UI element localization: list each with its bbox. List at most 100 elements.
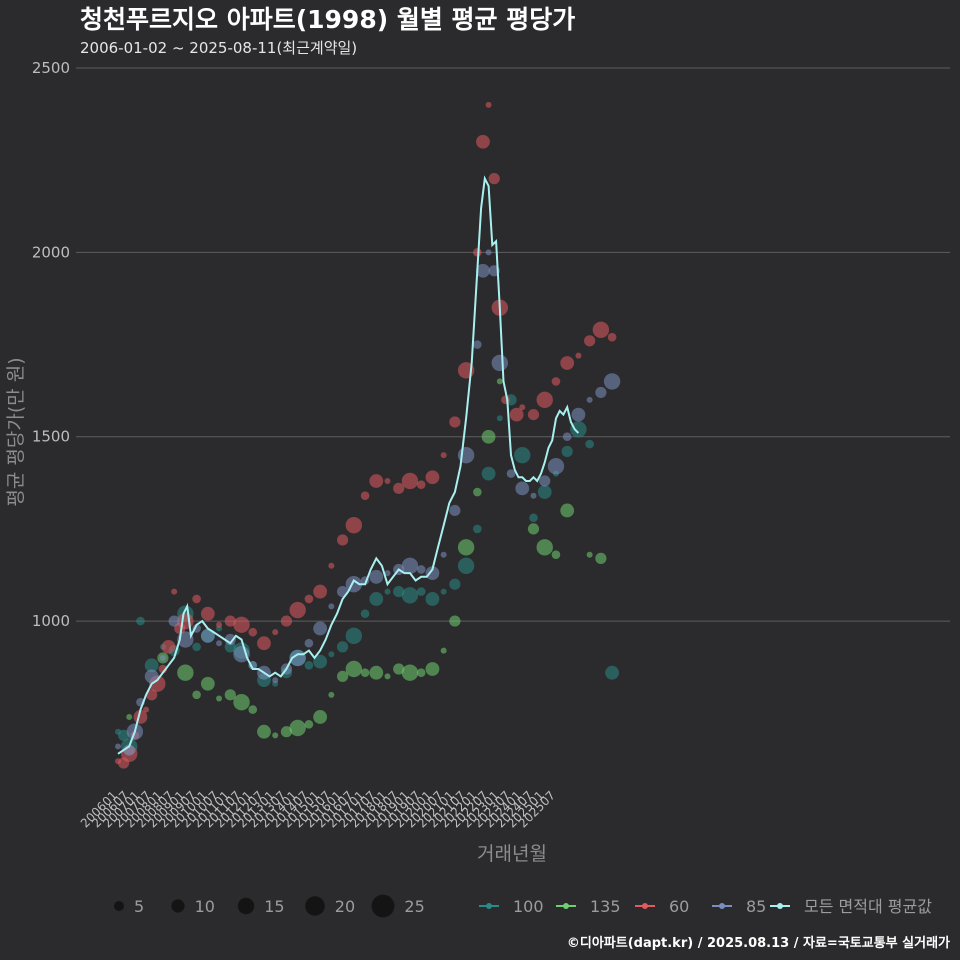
point-85 xyxy=(313,621,328,636)
point-60 xyxy=(171,588,178,595)
point-100 xyxy=(570,421,587,438)
average-line-layer xyxy=(117,175,580,755)
point-60 xyxy=(519,404,526,411)
point-85 xyxy=(530,492,537,499)
point-135 xyxy=(200,676,215,691)
point-85 xyxy=(272,677,279,684)
point-60 xyxy=(336,534,349,546)
point-60 xyxy=(161,639,176,654)
point-135 xyxy=(216,695,223,702)
point-60 xyxy=(592,321,610,338)
point-60 xyxy=(551,377,561,386)
point-85 xyxy=(159,654,166,661)
point-135 xyxy=(280,726,293,738)
point-60 xyxy=(449,416,461,428)
point-135 xyxy=(177,664,194,681)
point-60 xyxy=(575,352,582,359)
point-100 xyxy=(481,466,496,481)
point-135 xyxy=(551,550,561,560)
point-135 xyxy=(527,523,540,535)
point-85 xyxy=(369,569,384,584)
points-layer xyxy=(115,101,621,769)
y-tick-label: 2500 xyxy=(32,59,70,77)
point-85 xyxy=(539,475,551,487)
point-100 xyxy=(192,642,201,652)
point-85 xyxy=(562,432,572,442)
point-60 xyxy=(200,606,215,621)
point-60 xyxy=(360,491,370,501)
size-legend-dot xyxy=(305,896,325,916)
point-85 xyxy=(595,386,607,399)
point-100 xyxy=(605,665,620,680)
point-60 xyxy=(146,689,158,701)
point-60 xyxy=(440,452,447,459)
point-85 xyxy=(384,570,391,577)
point-60 xyxy=(233,616,250,633)
point-60 xyxy=(584,335,596,347)
x-tick-layer: 2006012006072007012007072008012008072009… xyxy=(78,788,558,830)
point-60 xyxy=(143,706,150,713)
point-85 xyxy=(586,396,593,403)
point-60 xyxy=(476,134,490,149)
x-axis-label: 거래년월 xyxy=(477,843,547,865)
size-legend-label: 10 xyxy=(195,897,215,916)
point-60 xyxy=(216,621,223,628)
point-135 xyxy=(328,691,335,698)
point-85 xyxy=(515,481,530,496)
point-60 xyxy=(192,594,201,604)
series-legend: 100 135 60 85 모든 면적대 평균값 xyxy=(479,897,932,916)
point-60 xyxy=(224,615,236,627)
point-135 xyxy=(393,663,405,675)
point-135 xyxy=(481,429,496,444)
point-135 xyxy=(248,705,258,714)
point-60 xyxy=(280,615,293,627)
size-legend-dot xyxy=(237,897,255,915)
point-135 xyxy=(233,693,250,711)
point-85 xyxy=(491,354,509,372)
point-135 xyxy=(496,378,503,385)
point-85 xyxy=(485,249,492,256)
point-60 xyxy=(416,480,426,489)
point-100 xyxy=(304,661,314,670)
point-85 xyxy=(440,551,447,558)
point-100 xyxy=(416,587,426,596)
point-135 xyxy=(473,487,482,497)
point-135 xyxy=(586,551,593,558)
legend-key-dot xyxy=(642,903,648,909)
point-100 xyxy=(457,557,475,574)
point-135 xyxy=(595,552,607,564)
point-60 xyxy=(345,517,363,534)
point-85 xyxy=(449,504,461,517)
legend-label: 모든 면적대 평균값 xyxy=(804,897,932,916)
size-legend-dot xyxy=(371,894,395,918)
legend-label: 85 xyxy=(746,897,766,916)
y-axis-label: 평균 평당가(만 원) xyxy=(5,357,27,506)
point-85 xyxy=(216,640,223,647)
point-135 xyxy=(449,615,461,627)
point-135 xyxy=(457,539,475,556)
point-100 xyxy=(529,513,538,523)
chart-subtitle: 2006-01-02 ~ 2025-08-11(최근계약일) xyxy=(80,39,357,57)
point-100 xyxy=(425,592,440,606)
point-85 xyxy=(401,557,419,574)
point-135 xyxy=(536,539,553,556)
point-85 xyxy=(473,340,482,349)
point-60 xyxy=(393,482,405,494)
chart-title: 청천푸르지오 아파트(1998) 월별 평균 평당가 xyxy=(80,5,575,34)
point-135 xyxy=(336,670,349,682)
point-100 xyxy=(136,616,145,626)
point-135 xyxy=(369,665,384,680)
point-100 xyxy=(118,729,130,741)
y-tick-label: 1000 xyxy=(32,612,70,630)
point-100 xyxy=(313,654,328,669)
point-85 xyxy=(476,263,490,278)
point-60 xyxy=(527,408,540,421)
point-60 xyxy=(304,594,314,604)
point-135 xyxy=(401,664,419,681)
source-caption: ©디아파트(dapt.kr) / 2025.08.13 / 자료=국토교통부 실… xyxy=(567,935,950,951)
point-60 xyxy=(384,477,391,484)
point-60 xyxy=(425,470,440,485)
y-tick-label: 2000 xyxy=(32,243,70,261)
point-60 xyxy=(313,584,328,599)
